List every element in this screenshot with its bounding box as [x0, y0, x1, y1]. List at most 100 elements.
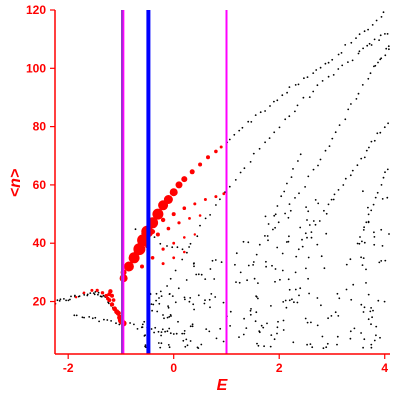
black-point [191, 323, 194, 326]
black-point [238, 281, 241, 284]
black-point [169, 332, 172, 335]
black-point [367, 318, 370, 321]
red-point [189, 169, 195, 175]
black-point [381, 198, 384, 200]
black-point [168, 315, 171, 318]
black-point [268, 137, 271, 140]
black-point [307, 210, 310, 213]
black-point [214, 259, 217, 261]
black-point [110, 320, 112, 322]
black-point [351, 169, 354, 172]
black-point [238, 336, 240, 338]
black-point [325, 212, 328, 215]
black-point [319, 66, 322, 69]
black-point [136, 328, 139, 330]
black-point [373, 339, 376, 342]
red-point [109, 302, 115, 307]
red-point [214, 195, 218, 199]
black-point [312, 220, 315, 222]
black-point [204, 278, 207, 280]
black-point [320, 255, 323, 258]
y-tick-label: 80 [33, 120, 47, 134]
black-point [264, 141, 266, 144]
black-point [321, 80, 324, 82]
black-point [338, 124, 341, 126]
black-point [370, 44, 373, 46]
black-point [347, 108, 350, 111]
black-point [186, 344, 189, 347]
black-point [151, 309, 154, 312]
axes-layer [54, 10, 390, 355]
black-point [234, 263, 236, 266]
black-point [318, 220, 321, 222]
black-point [323, 209, 325, 212]
black-point [93, 293, 96, 296]
black-point [311, 346, 314, 349]
black-point [344, 44, 347, 46]
black-point [129, 322, 132, 324]
black-point [169, 314, 172, 316]
black-point [305, 267, 307, 270]
black-point [276, 326, 279, 329]
black-point [367, 206, 369, 209]
black-point [250, 121, 253, 123]
black-point [273, 338, 276, 341]
black-point [280, 195, 283, 198]
black-point [384, 54, 387, 57]
black-point [369, 72, 372, 75]
black-point [294, 288, 297, 291]
black-point [360, 332, 362, 334]
black-point [168, 346, 171, 349]
black-point [336, 335, 339, 338]
black-point [288, 235, 290, 238]
black-point [358, 242, 361, 245]
black-point [331, 137, 334, 140]
black-point [297, 160, 299, 162]
black-point [144, 344, 147, 346]
black-point [310, 231, 313, 234]
black-point [337, 189, 340, 191]
black-point [183, 330, 186, 332]
black-point [184, 298, 186, 301]
black-point [160, 295, 163, 297]
black-point [249, 161, 252, 163]
black-point [327, 203, 330, 206]
black-point [273, 214, 276, 217]
black-point [368, 42, 371, 45]
black-point [324, 149, 327, 152]
black-point [233, 133, 236, 136]
black-point [192, 303, 195, 306]
black-point [305, 206, 307, 209]
black-point [159, 346, 162, 349]
black-point [83, 294, 86, 296]
black-point [367, 293, 370, 296]
black-point [158, 302, 161, 305]
black-point [168, 293, 171, 295]
black-point [254, 320, 257, 323]
black-point [276, 99, 279, 102]
black-point [321, 335, 324, 338]
black-point [189, 325, 192, 328]
black-point [252, 261, 255, 263]
black-point [286, 91, 288, 94]
black-point [166, 245, 168, 247]
black-point [351, 59, 354, 62]
black-point [344, 118, 347, 121]
black-point [241, 126, 244, 129]
black-point [363, 226, 365, 229]
black-point [296, 104, 299, 107]
black-point [203, 302, 206, 305]
black-point [181, 248, 184, 251]
black-point [316, 297, 319, 299]
black-point [92, 292, 95, 294]
black-point [380, 228, 383, 231]
black-point [200, 273, 203, 276]
black-point [229, 325, 232, 327]
black-point [281, 94, 284, 97]
red-point [203, 198, 207, 201]
black-point [304, 317, 307, 320]
black-point [274, 226, 276, 229]
black-point [229, 310, 232, 313]
black-point [171, 246, 174, 249]
